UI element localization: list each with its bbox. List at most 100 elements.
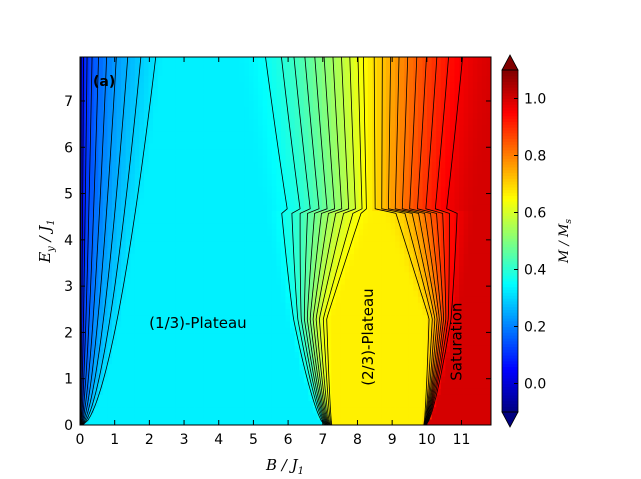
heatmap-cell — [185, 112, 191, 119]
heatmap-cell — [271, 173, 277, 181]
heatmap-cell — [367, 412, 373, 420]
heatmap-cell — [459, 216, 465, 224]
heatmap-cell — [121, 265, 127, 273]
heatmap-cell — [217, 382, 223, 389]
heatmap-cell — [157, 149, 163, 156]
heatmap-cell — [312, 363, 319, 371]
heatmap-cell — [404, 106, 410, 113]
heatmap-cell — [463, 345, 469, 352]
heatmap-cell — [413, 149, 419, 156]
heatmap-cell — [472, 308, 478, 316]
heatmap-cell — [308, 302, 314, 310]
heatmap-cell — [157, 222, 163, 230]
heatmap-cell — [253, 283, 259, 291]
heatmap-cell — [431, 124, 437, 132]
heatmap-cell — [413, 118, 419, 126]
heatmap-cell — [335, 124, 341, 132]
heatmap-cell — [290, 130, 296, 138]
heatmap-cell — [139, 302, 145, 310]
heatmap-cell — [381, 339, 387, 346]
heatmap-cell — [280, 320, 287, 328]
heatmap-cell — [472, 99, 478, 107]
heatmap-cell — [230, 283, 236, 291]
heatmap-cell — [317, 155, 323, 162]
heatmap-cell — [153, 400, 159, 408]
heatmap-cell — [125, 320, 131, 328]
heatmap-cell — [290, 253, 296, 260]
heatmap-cell — [262, 142, 268, 150]
heatmap-cell — [459, 357, 465, 365]
heatmap-cell — [280, 363, 287, 371]
heatmap-cell — [212, 216, 218, 224]
heatmap-cell — [436, 130, 442, 138]
heatmap-cell — [372, 363, 378, 371]
heatmap-cell — [449, 314, 456, 322]
heatmap-cell — [354, 130, 360, 138]
heatmap-cell — [312, 277, 319, 285]
heatmap-cell — [116, 130, 122, 138]
heatmap-cell — [308, 333, 314, 340]
heatmap-cell — [93, 210, 99, 218]
heatmap-cell — [486, 290, 491, 297]
heatmap-cell — [239, 118, 245, 126]
heatmap-cell — [244, 388, 250, 395]
heatmap-cell — [121, 155, 127, 162]
heatmap-cell — [130, 185, 136, 193]
heatmap-cell — [93, 308, 99, 316]
heatmap-cell — [125, 124, 131, 132]
heatmap-cell — [427, 179, 433, 187]
heatmap-cell — [385, 161, 392, 168]
heatmap-cell — [472, 185, 478, 193]
heatmap-cell — [175, 228, 182, 236]
heatmap-cell — [262, 136, 268, 144]
heatmap-cell — [153, 369, 159, 377]
heatmap-cell — [175, 271, 182, 279]
heatmap-cell — [385, 247, 392, 254]
heatmap-cell — [217, 216, 223, 224]
heatmap-cell — [121, 112, 127, 119]
heatmap-cell — [349, 93, 355, 101]
heatmap-cell — [258, 149, 264, 156]
heatmap-cell — [207, 277, 214, 285]
heatmap-cell — [303, 93, 309, 101]
heatmap-cell — [459, 155, 465, 162]
heatmap-cell — [381, 155, 387, 162]
heatmap-cell — [294, 418, 300, 425]
heatmap-cell — [230, 81, 236, 89]
heatmap-cell — [258, 216, 264, 224]
heatmap-cell — [285, 173, 291, 181]
heatmap-cell — [317, 130, 323, 138]
heatmap-cell — [80, 283, 86, 291]
heatmap-cell — [93, 253, 99, 260]
heatmap-cell — [189, 210, 195, 218]
heatmap-cell — [445, 308, 451, 316]
heatmap-cell — [427, 173, 433, 181]
heatmap-cell — [440, 290, 446, 297]
heatmap-cell — [440, 283, 446, 291]
heatmap-cell — [381, 99, 387, 107]
heatmap-cell — [166, 161, 172, 168]
heatmap-cell — [148, 259, 154, 267]
heatmap-cell — [445, 167, 451, 175]
heatmap-cell — [217, 333, 223, 340]
heatmap-cell — [84, 418, 90, 425]
heatmap-cell — [449, 167, 456, 175]
heatmap-cell — [89, 136, 95, 144]
heatmap-cell — [322, 99, 328, 107]
heatmap-cell — [244, 204, 250, 211]
heatmap-cell — [271, 161, 277, 168]
heatmap-cell — [244, 375, 250, 383]
heatmap-cell — [248, 185, 255, 193]
heatmap-cell — [125, 394, 131, 402]
heatmap-cell — [153, 388, 159, 395]
heatmap-cell — [385, 308, 392, 316]
heatmap-cell — [262, 406, 268, 414]
heatmap-cell — [194, 87, 200, 95]
heatmap-cell — [157, 210, 163, 218]
heatmap-cell — [134, 400, 140, 408]
heatmap-cell — [354, 173, 360, 181]
heatmap-cell — [468, 333, 474, 340]
heatmap-cell — [340, 369, 346, 377]
heatmap-cell — [198, 93, 204, 101]
heatmap-cell — [185, 375, 191, 383]
